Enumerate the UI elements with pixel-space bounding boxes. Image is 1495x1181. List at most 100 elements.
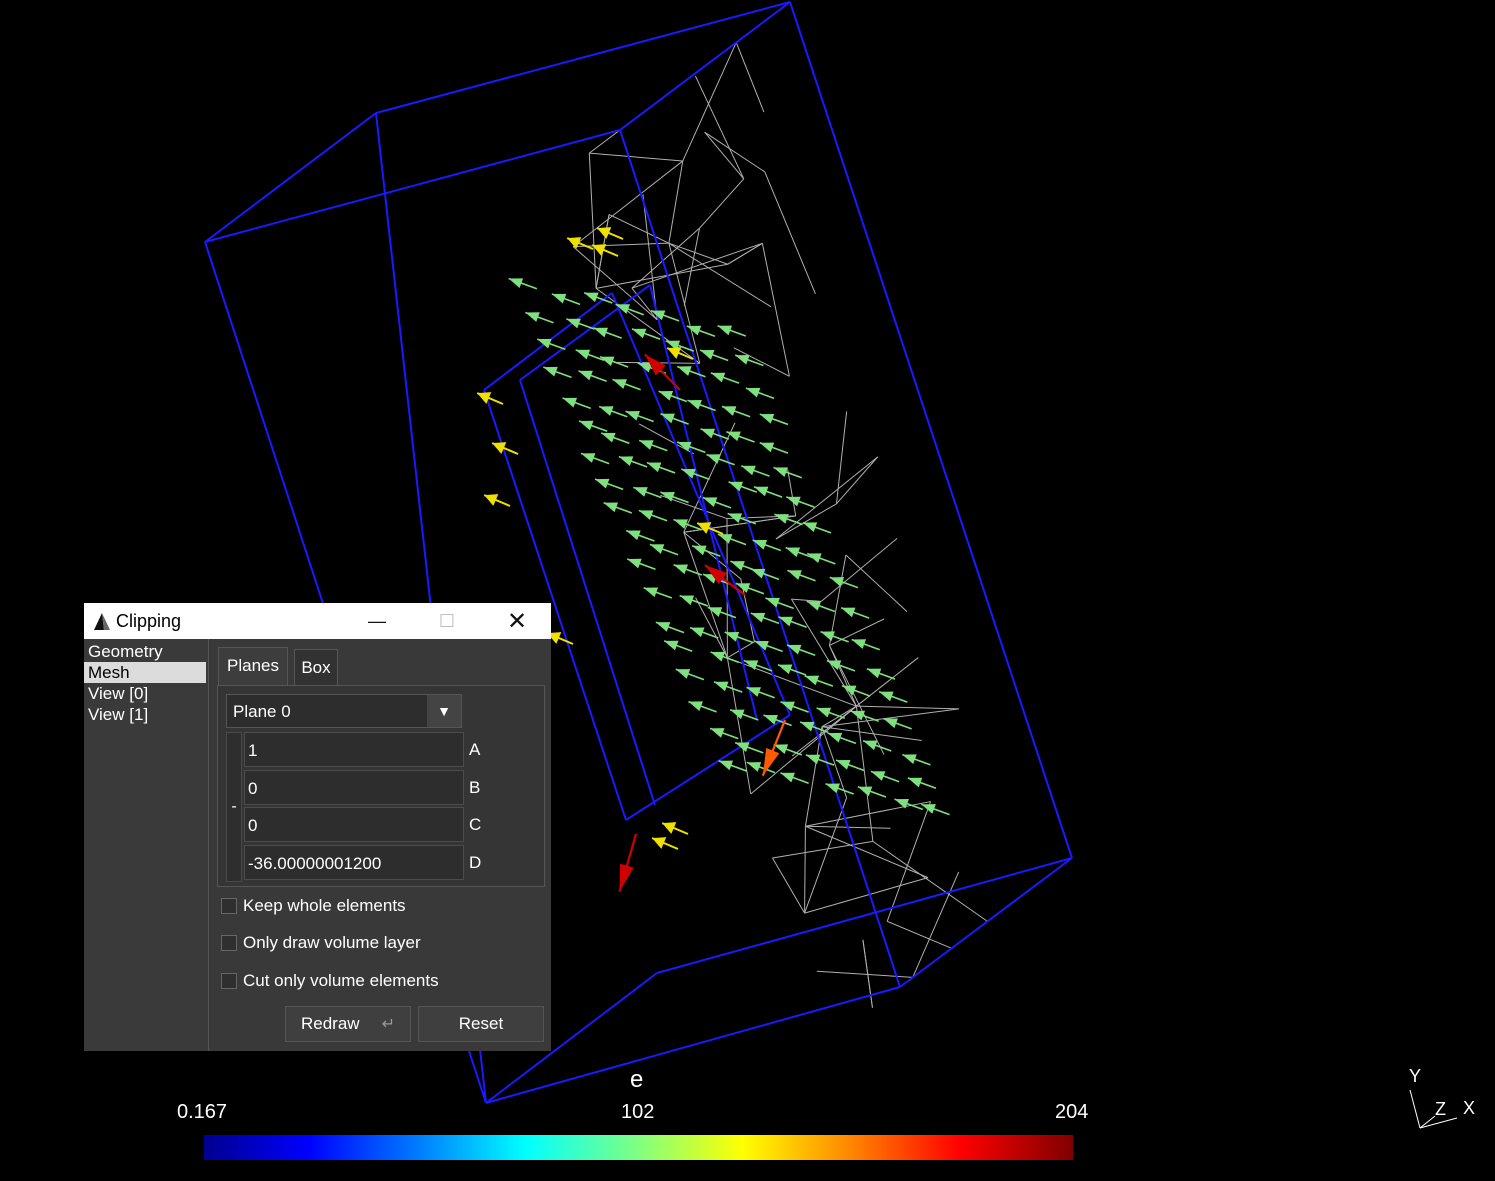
redraw-label: Redraw: [301, 1014, 360, 1034]
checkbox-box[interactable]: [221, 898, 237, 914]
mesh-edge: [734, 348, 790, 376]
tab-planes[interactable]: Planes: [218, 647, 288, 686]
mesh-edge: [643, 194, 657, 319]
vector-arrow: [484, 494, 510, 506]
mesh-edge: [805, 826, 806, 913]
mesh-edge: [736, 42, 764, 112]
vector-arrow: [921, 804, 949, 814]
mesh-edge: [913, 872, 959, 977]
mesh-edge: [805, 826, 928, 877]
coefficient-b-input[interactable]: 0: [244, 770, 464, 805]
vector-arrow: [851, 711, 879, 721]
vector-arrow: [711, 373, 739, 383]
minimize-icon[interactable]: —: [354, 603, 400, 639]
vector-arrow: [639, 440, 667, 450]
vector-arrow: [612, 379, 640, 389]
mesh-edge: [700, 179, 744, 228]
vector-arrow: [652, 837, 678, 849]
vector-arrow: [619, 834, 636, 892]
close-icon[interactable]: ✕: [494, 603, 540, 639]
vector-arrow: [625, 411, 653, 421]
vector-arrow: [741, 466, 769, 476]
vector-arrow: [902, 754, 930, 764]
clipping-titlebar[interactable]: Clipping — ☐ ✕: [84, 603, 551, 639]
mesh-edge: [589, 153, 683, 161]
mesh-edge: [791, 599, 821, 601]
vector-arrow: [828, 733, 856, 743]
cut-only-volume-elements-checkbox[interactable]: Cut only volume elements: [221, 970, 439, 992]
vector-arrow: [830, 577, 858, 587]
vector-arrow: [725, 632, 753, 642]
only-draw-volume-layer-checkbox[interactable]: Only draw volume layer: [221, 932, 421, 954]
vector-arrow: [599, 406, 627, 416]
coefficient-d-label: D: [469, 853, 489, 873]
vector-arrow: [597, 227, 623, 239]
vector-arrow: [600, 357, 628, 367]
scale-title: e: [630, 1066, 643, 1094]
tab-box[interactable]: Box: [294, 649, 338, 686]
checkbox-box[interactable]: [221, 935, 237, 951]
vector-arrow: [680, 595, 708, 605]
mesh-edge: [791, 599, 856, 706]
sidebar-item-view-1[interactable]: View [1]: [84, 704, 206, 725]
planes-panel: Plane 0 ▼ - 1 A 0 B 0 C -36.00000001200 …: [217, 685, 545, 887]
coefficient-a-input[interactable]: 1: [244, 732, 464, 767]
plane-select-value: Plane 0: [233, 702, 291, 721]
vector-arrow: [673, 519, 701, 529]
vector-arrow: [619, 456, 647, 466]
vector-arrow: [626, 530, 654, 540]
scale-max-label: 204: [1055, 1101, 1088, 1124]
maximize-icon[interactable]: ☐: [424, 603, 470, 639]
vector-arrow: [836, 760, 864, 770]
keep-whole-elements-checkbox[interactable]: Keep whole elements: [221, 895, 406, 917]
coefficient-c-input[interactable]: 0: [244, 807, 464, 842]
vector-arrow: [647, 462, 675, 472]
vector-arrow: [786, 547, 814, 557]
checkbox-box[interactable]: [221, 973, 237, 989]
vector-arrow: [760, 443, 788, 453]
vector-arrow: [774, 467, 802, 477]
vector-arrow: [584, 293, 612, 303]
mesh-edge: [817, 971, 913, 977]
reset-button[interactable]: Reset: [418, 1006, 544, 1042]
vector-arrow: [841, 608, 869, 618]
vector-arrow: [883, 718, 911, 728]
sidebar-item-mesh[interactable]: Mesh: [84, 662, 206, 683]
checkbox-label: Keep whole elements: [243, 896, 406, 916]
vector-arrow: [477, 392, 503, 404]
vector-arrow: [735, 355, 763, 365]
sidebar-item-view-0[interactable]: View [0]: [84, 683, 206, 704]
vector-arrow: [525, 312, 553, 322]
chevron-down-icon[interactable]: ▼: [427, 695, 461, 727]
vector-arrow: [867, 669, 895, 679]
vector-arrow: [676, 669, 704, 679]
vector-arrow: [644, 588, 672, 598]
coefficient-d-input[interactable]: -36.00000001200: [244, 845, 464, 880]
vector-arrow: [751, 613, 779, 623]
redraw-button[interactable]: Redraw ↵: [285, 1006, 411, 1042]
vector-arrow: [871, 771, 899, 781]
vector-arrow: [807, 601, 835, 611]
vector-arrow: [718, 326, 746, 336]
enter-key-icon: ↵: [382, 1014, 395, 1034]
mesh-edge: [772, 858, 804, 913]
vector-arrow: [662, 822, 688, 834]
clipping-window: Clipping — ☐ ✕ Geometry Mesh View [0] Vi…: [84, 603, 551, 1051]
vector-arrow: [842, 686, 870, 696]
plane-select[interactable]: Plane 0 ▼: [226, 694, 462, 728]
invert-sign-button[interactable]: -: [226, 732, 242, 882]
vector-arrow: [677, 366, 705, 376]
mesh-edge: [609, 214, 669, 243]
clipping-content: Planes Box Plane 0 ▼ - 1 A 0 B 0 C -36.0…: [209, 639, 551, 1051]
mesh-wireframe: [573, 42, 987, 1007]
vector-arrow: [803, 522, 831, 532]
sidebar-item-geometry[interactable]: Geometry: [84, 641, 206, 662]
vector-arrow: [547, 632, 573, 644]
vector-arrow: [650, 544, 678, 554]
vector-arrow: [807, 553, 835, 563]
vector-arrow: [604, 503, 632, 513]
vector-arrow: [700, 350, 728, 360]
mesh-edge: [836, 411, 846, 503]
vector-arrow: [537, 339, 565, 349]
vector-arrow: [778, 665, 806, 675]
